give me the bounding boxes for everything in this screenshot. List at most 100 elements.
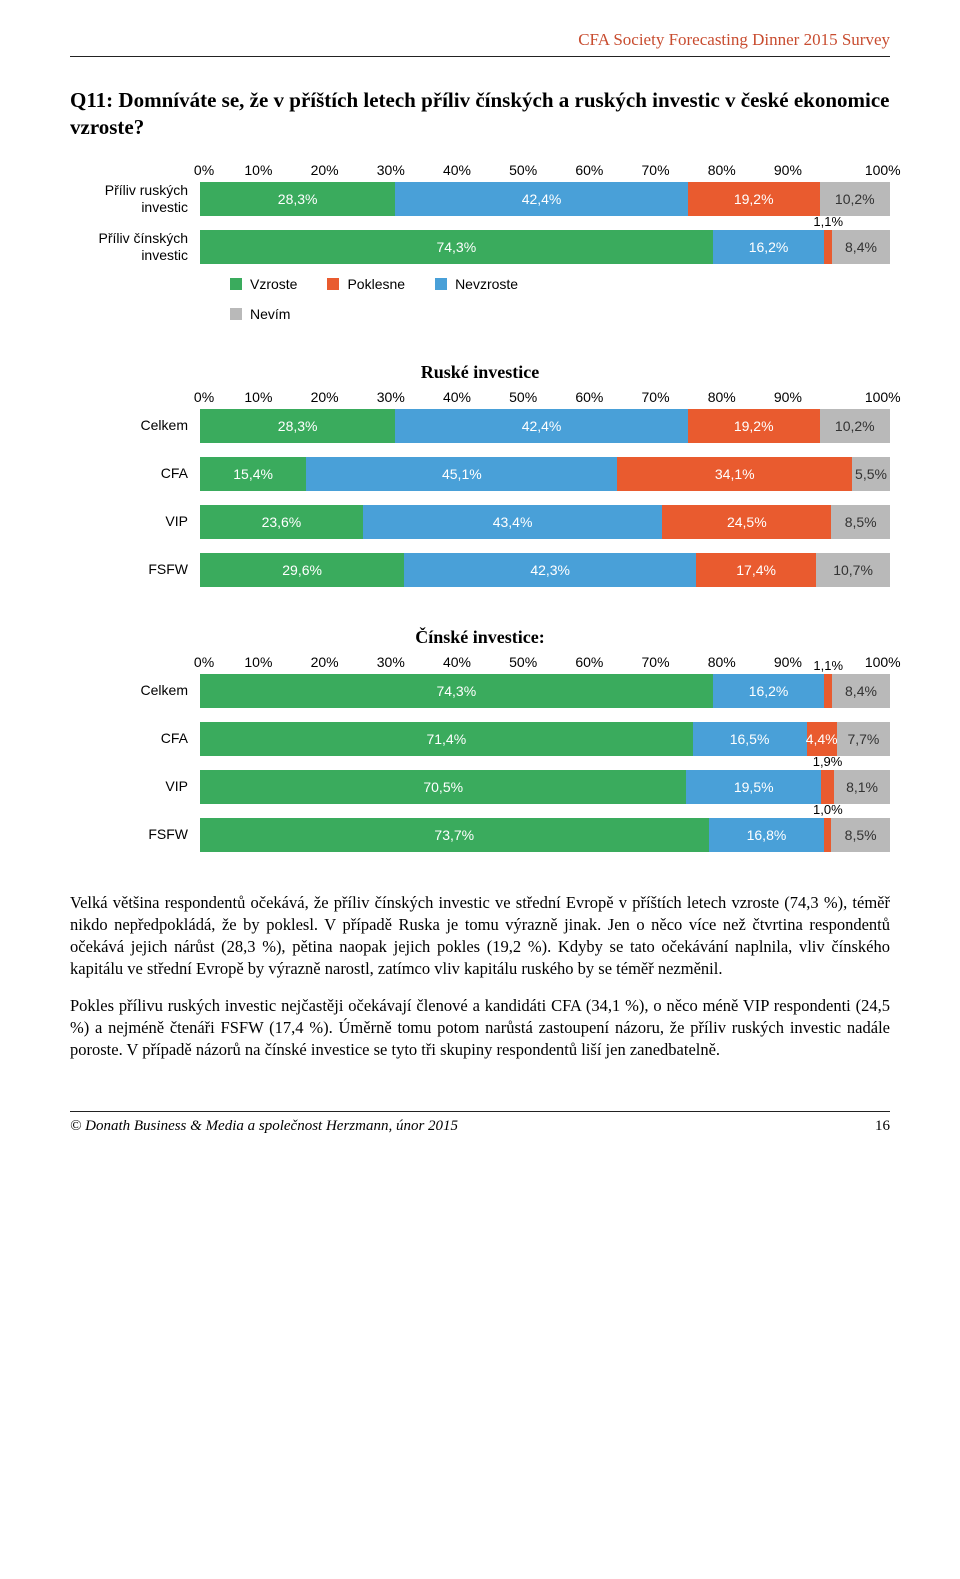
- bar-segment: 1,9%: [821, 770, 834, 804]
- bar-segment: 8,5%: [831, 818, 890, 852]
- chart-bar-row: FSFW73,7%16,8%1,0%8,5%: [70, 818, 890, 852]
- bar-segment: 1,0%: [824, 818, 831, 852]
- axis-tick: 90%: [774, 162, 802, 178]
- page-footer: © Donath Business & Media a společnost H…: [70, 1111, 890, 1135]
- legend-label: Vzroste: [250, 276, 297, 292]
- bar-segment: 42,4%: [395, 182, 688, 216]
- bar-segment: 16,5%: [693, 722, 807, 756]
- axis-tick: 40%: [443, 654, 471, 670]
- axis-tick: 70%: [642, 654, 670, 670]
- bar-segment: 42,3%: [404, 553, 696, 587]
- chart-bar-row: FSFW29,6%42,3%17,4%10,7%: [70, 553, 890, 587]
- bar-segment: 28,3%: [200, 182, 395, 216]
- axis-tick: 60%: [575, 389, 603, 405]
- legend-label: Nevzroste: [455, 276, 518, 292]
- bar-segment: 70,5%: [200, 770, 686, 804]
- bar-label: CFA: [70, 465, 200, 482]
- bar-label: FSFW: [70, 561, 200, 578]
- axis-tick: 0%: [194, 389, 214, 405]
- bar-label: Příliv ruskýchinvestic: [70, 182, 200, 216]
- chart-bar-row: VIP23,6%43,4%24,5%8,5%: [70, 505, 890, 539]
- chart-bar-row: Celkem28,3%42,4%19,2%10,2%: [70, 409, 890, 443]
- axis-tick: 40%: [443, 389, 471, 405]
- bar-segment: 19,5%: [686, 770, 821, 804]
- chart-bar-row: CFA15,4%45,1%34,1%5,5%: [70, 457, 890, 491]
- legend-item: Nevzroste: [435, 276, 518, 292]
- axis-tick: 60%: [575, 654, 603, 670]
- bar-label: Příliv čínskýchinvestic: [70, 230, 200, 264]
- page-number: 16: [875, 1118, 890, 1135]
- axis-tick: 20%: [311, 162, 339, 178]
- paragraph-1: Velká většina respondentů očekává, že př…: [70, 892, 890, 981]
- legend-item: Vzroste: [230, 276, 297, 292]
- bar-segment: 45,1%: [306, 457, 617, 491]
- axis-tick: 70%: [642, 389, 670, 405]
- bar-segment: 10,2%: [820, 182, 890, 216]
- axis-tick: 50%: [509, 389, 537, 405]
- bar-segment: 74,3%: [200, 230, 713, 264]
- bar-segment: 10,2%: [820, 409, 890, 443]
- bar-segment: 73,7%: [200, 818, 709, 852]
- axis-tick: 100%: [865, 389, 901, 405]
- axis-row: 0%10%20%30%40%50%60%70%80%90%100%: [70, 389, 890, 409]
- bar-segment: 34,1%: [617, 457, 852, 491]
- legend-swatch: [230, 308, 242, 320]
- axis-tick: 0%: [194, 162, 214, 178]
- axis-tick: 50%: [509, 162, 537, 178]
- bar-segment: 29,6%: [200, 553, 404, 587]
- legend-item: Poklesne: [327, 276, 405, 292]
- axis-tick: 90%: [774, 389, 802, 405]
- paragraph-2: Pokles přílivu ruských investic nejčastě…: [70, 995, 890, 1062]
- bar-segment: 1,1%: [824, 230, 832, 264]
- bar-segment: 8,4%: [832, 230, 890, 264]
- axis-tick: 20%: [311, 389, 339, 405]
- bar-segment: 28,3%: [200, 409, 395, 443]
- axis-tick: 30%: [377, 389, 405, 405]
- axis-tick: 40%: [443, 162, 471, 178]
- chart-overview: 0%10%20%30%40%50%60%70%80%90%100%Příliv …: [70, 162, 890, 322]
- legend-label: Nevím: [250, 306, 290, 322]
- legend-label: Poklesne: [347, 276, 405, 292]
- axis-tick: 50%: [509, 654, 537, 670]
- bar-segment: 1,1%: [824, 674, 832, 708]
- bar-label: Celkem: [70, 682, 200, 699]
- bar-segment: 19,2%: [688, 182, 820, 216]
- bar-label: Celkem: [70, 417, 200, 434]
- axis-tick: 10%: [244, 389, 272, 405]
- bar-segment: 15,4%: [200, 457, 306, 491]
- bar-label: VIP: [70, 513, 200, 530]
- legend-swatch: [435, 278, 447, 290]
- chart-bar-row: Celkem74,3%16,2%1,1%8,4%: [70, 674, 890, 708]
- axis-tick: 70%: [642, 162, 670, 178]
- bar-segment: 16,8%: [709, 818, 825, 852]
- axis-tick: 10%: [244, 654, 272, 670]
- chart-bar-row: Příliv ruskýchinvestic28,3%42,4%19,2%10,…: [70, 182, 890, 216]
- axis-tick: 0%: [194, 654, 214, 670]
- chart-legend: Vzroste Poklesne Nevzroste Nevím: [230, 276, 580, 322]
- axis-tick: 80%: [708, 162, 736, 178]
- axis-tick: 60%: [575, 162, 603, 178]
- bar-label: VIP: [70, 778, 200, 795]
- axis-tick: 100%: [865, 654, 901, 670]
- bar-segment: 19,2%: [688, 409, 820, 443]
- chart-title: Čínské investice:: [70, 627, 890, 648]
- bar-segment: 8,5%: [831, 505, 890, 539]
- bar-segment: 16,2%: [713, 230, 825, 264]
- bar-segment: 7,7%: [837, 722, 890, 756]
- axis-tick: 30%: [377, 654, 405, 670]
- chart-chinese: Čínské investice:0%10%20%30%40%50%60%70%…: [70, 627, 890, 852]
- legend-swatch: [327, 278, 339, 290]
- chart-title: Ruské investice: [70, 362, 890, 383]
- axis-tick: 10%: [244, 162, 272, 178]
- axis-tick: 30%: [377, 162, 405, 178]
- bar-segment: 17,4%: [696, 553, 816, 587]
- bar-segment: 16,2%: [713, 674, 825, 708]
- chart-bar-row: Příliv čínskýchinvestic74,3%16,2%1,1%8,4…: [70, 230, 890, 264]
- chart-bar-row: CFA71,4%16,5%4,4%7,7%: [70, 722, 890, 756]
- bar-segment: 42,4%: [395, 409, 688, 443]
- bar-segment: 4,4%: [807, 722, 837, 756]
- page-header: CFA Society Forecasting Dinner 2015 Surv…: [70, 30, 890, 57]
- bar-segment: 71,4%: [200, 722, 693, 756]
- bar-segment: 74,3%: [200, 674, 713, 708]
- chart-russian: Ruské investice0%10%20%30%40%50%60%70%80…: [70, 362, 890, 587]
